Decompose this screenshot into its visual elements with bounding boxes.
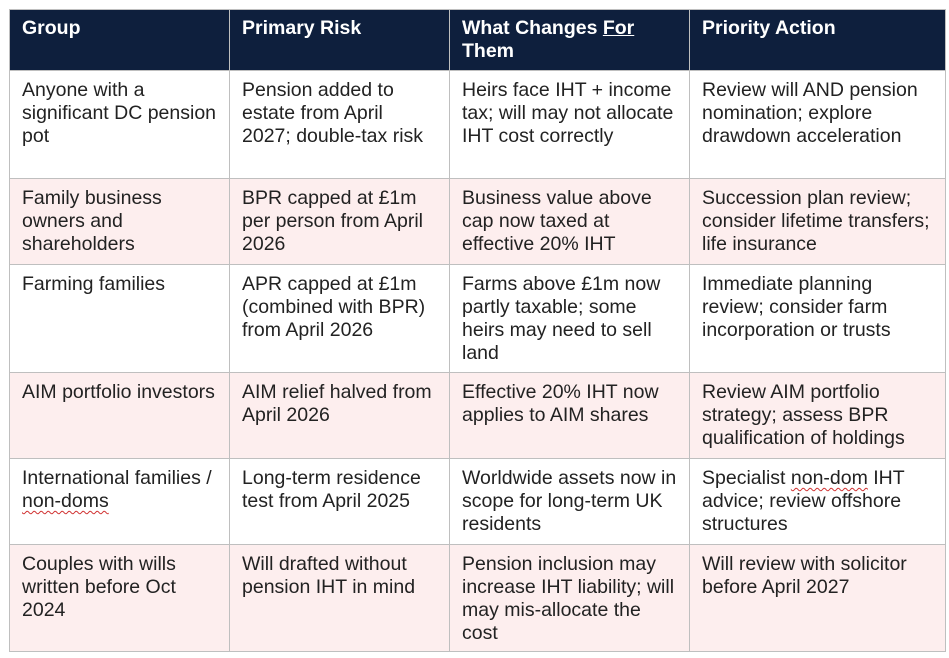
header-what-changes-underlined: For — [602, 17, 635, 39]
table-row: Couples with wills written before Oct 20… — [9, 544, 946, 652]
table-row: International families / non-doms Long-t… — [9, 458, 946, 545]
spellcheck-flagged-word: non-doms — [22, 490, 109, 512]
cell-group: Family business owners and shareholders — [9, 178, 230, 265]
header-priority-action: Priority Action — [689, 9, 946, 71]
cell-group: International families / non-doms — [9, 458, 230, 545]
cell-what-changes: Worldwide assets now in scope for long-t… — [449, 458, 690, 545]
spellcheck-flagged-word: non-dom — [790, 467, 868, 489]
table-row: AIM portfolio investors AIM relief halve… — [9, 372, 946, 459]
header-group: Group — [9, 9, 230, 71]
table-header: Group Primary Risk What Changes For Them… — [9, 9, 946, 71]
header-primary-risk: Primary Risk — [229, 9, 450, 71]
cell-what-changes: Farms above £1m now partly taxable; some… — [449, 264, 690, 373]
table-body: Anyone with a significant DC pension pot… — [9, 70, 946, 652]
iht-risk-table: Group Primary Risk What Changes For Them… — [9, 9, 946, 652]
cell-primary-risk: Long-term residence test from April 2025 — [229, 458, 450, 545]
cell-primary-risk: APR capped at £1m (combined with BPR) fr… — [229, 264, 450, 373]
header-what-changes: What Changes For Them — [449, 9, 690, 71]
cell-priority-action: Succession plan review; consider lifetim… — [689, 178, 946, 265]
cell-action-text-end: IHT advice; review offshore structures — [702, 467, 905, 535]
cell-what-changes: Effective 20% IHT now applies to AIM sha… — [449, 372, 690, 459]
cell-primary-risk: Will drafted without pension IHT in mind — [229, 544, 450, 652]
cell-what-changes: Pension inclusion may increase IHT liabi… — [449, 544, 690, 652]
table-row: Farming families APR capped at £1m (comb… — [9, 264, 946, 373]
iht-risk-table-container: Group Primary Risk What Changes For Them… — [9, 9, 946, 652]
cell-primary-risk: Pension added to estate from April 2027;… — [229, 70, 450, 179]
header-row: Group Primary Risk What Changes For Them… — [9, 9, 946, 71]
cell-priority-action: Review AIM portfolio strategy; assess BP… — [689, 372, 946, 459]
cell-priority-action: Specialist non-dom IHT advice; review of… — [689, 458, 946, 545]
cell-group-text: International families / — [22, 467, 212, 489]
cell-group: Farming families — [9, 264, 230, 373]
cell-action-text-start: Specialist — [702, 467, 791, 489]
cell-group: Couples with wills written before Oct 20… — [9, 544, 230, 652]
table-row: Family business owners and shareholders … — [9, 178, 946, 265]
table-row: Anyone with a significant DC pension pot… — [9, 70, 946, 179]
cell-primary-risk: AIM relief halved from April 2026 — [229, 372, 450, 459]
cell-group: Anyone with a significant DC pension pot — [9, 70, 230, 179]
cell-priority-action: Review will AND pension nomination; expl… — [689, 70, 946, 179]
header-what-changes-part2: Them — [462, 40, 515, 62]
cell-what-changes: Business value above cap now taxed at ef… — [449, 178, 690, 265]
cell-group: AIM portfolio investors — [9, 372, 230, 459]
cell-primary-risk: BPR capped at £1m per person from April … — [229, 178, 450, 265]
cell-priority-action: Immediate planning review; consider farm… — [689, 264, 946, 373]
cell-priority-action: Will review with solicitor before April … — [689, 544, 946, 652]
cell-what-changes: Heirs face IHT + income tax; will may no… — [449, 70, 690, 179]
header-what-changes-part1: What Changes — [462, 17, 603, 39]
